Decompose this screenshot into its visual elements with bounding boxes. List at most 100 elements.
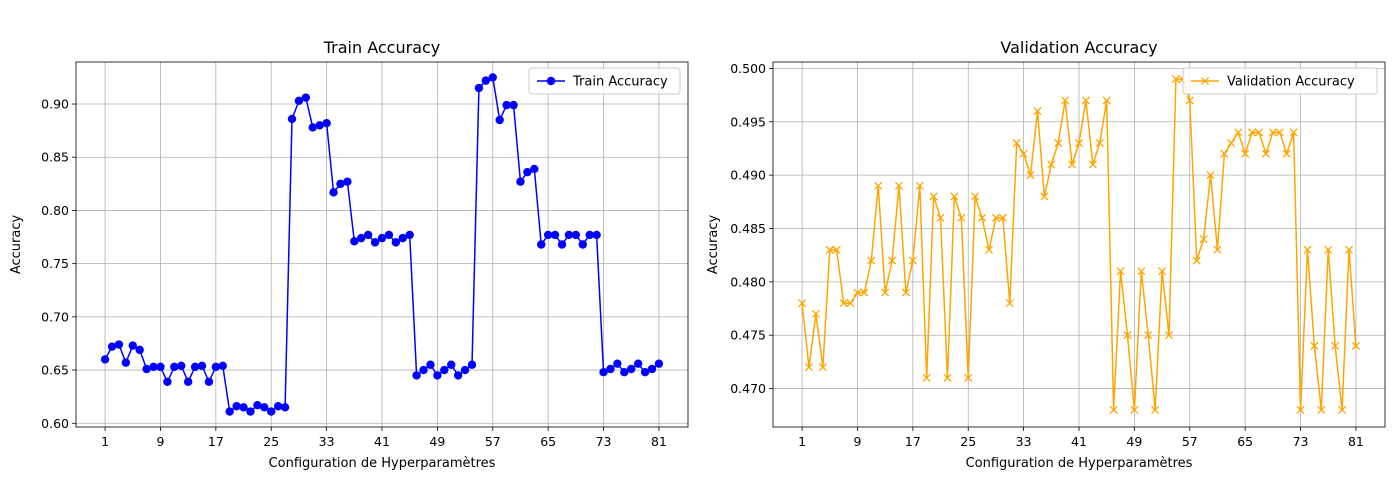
- train-data-point: [170, 362, 179, 372]
- val-data-point: [1268, 128, 1277, 137]
- val-legend-label: Validation Accuracy: [1227, 75, 1355, 90]
- val-ytick-label: 0.495: [730, 114, 766, 129]
- train-data-point: [633, 359, 643, 368]
- train-legend-label: Train Accuracy: [572, 75, 668, 90]
- val-data-point: [1254, 128, 1264, 137]
- val-xtick-label: 73: [1293, 434, 1309, 449]
- train-data-point: [481, 76, 491, 85]
- train-data-point: [627, 364, 636, 374]
- train-data-point: [183, 377, 193, 386]
- val-data-point: [1068, 160, 1077, 169]
- train-data-point: [460, 365, 470, 375]
- val-data-point: [1289, 128, 1298, 137]
- train-data-point: [537, 240, 546, 249]
- train-legend-marker: [546, 76, 556, 86]
- val-data-point: [957, 213, 966, 222]
- train-data-point: [156, 362, 165, 372]
- val-data-point: [846, 299, 855, 308]
- train-data-point: [128, 341, 137, 350]
- val-data-point: [811, 309, 820, 318]
- val-data-point: [915, 181, 924, 190]
- val-data-point: [1171, 75, 1180, 84]
- val-data-point: [1185, 96, 1194, 105]
- train-data-point: [177, 361, 186, 371]
- val-data-point: [1282, 149, 1291, 158]
- val-data-point: [943, 373, 952, 382]
- val-data-point: [901, 288, 910, 297]
- train-ytick-label: 0.90: [41, 97, 69, 112]
- val-data-point: [1088, 160, 1097, 169]
- train-data-point: [509, 100, 518, 110]
- train-data-point: [391, 238, 401, 247]
- val-xtick-label: 1: [798, 434, 806, 449]
- val-data-point: [894, 181, 904, 190]
- train-data-point: [613, 359, 622, 368]
- val-xtick-label: 17: [905, 434, 921, 449]
- train-xtick-label: 49: [429, 434, 445, 449]
- val-data-point: [1019, 149, 1028, 158]
- train-data-point: [232, 402, 241, 411]
- train-data-point: [197, 361, 207, 371]
- val-data-point: [929, 192, 938, 201]
- train-data-point: [433, 371, 442, 380]
- val-xtick-label: 25: [960, 434, 976, 449]
- val-data-point: [818, 363, 827, 372]
- val-data-point: [1275, 128, 1284, 137]
- train-data-point: [149, 362, 158, 372]
- val-data-point: [804, 363, 814, 372]
- val-data-point: [798, 299, 807, 308]
- val-xtick-label: 9: [853, 434, 861, 449]
- train-xtick-label: 81: [651, 434, 667, 449]
- train-data-point: [606, 364, 615, 374]
- train-data-point: [308, 123, 317, 132]
- train-data-point: [350, 237, 359, 246]
- train-data-point: [253, 400, 262, 410]
- val-data-point: [1102, 96, 1111, 105]
- val-legend-marker: [1200, 76, 1210, 86]
- train-data-point: [267, 407, 276, 416]
- train-y-axis-label: Accuracy: [9, 215, 24, 275]
- train-data-point: [564, 230, 574, 240]
- train-data-point: [163, 377, 172, 386]
- val-data-point: [1123, 331, 1132, 340]
- val-xtick-label: 49: [1126, 434, 1142, 449]
- train-data-point: [474, 83, 484, 93]
- val-xtick-label: 57: [1182, 434, 1198, 449]
- train-data-point: [329, 188, 338, 197]
- val-data-point: [1199, 235, 1208, 244]
- train-data-point: [273, 402, 283, 411]
- val-data-point: [1137, 267, 1146, 276]
- val-data-point: [1331, 341, 1340, 350]
- train-data-point: [654, 359, 664, 368]
- val-data-point: [1074, 139, 1084, 148]
- train-data-point: [343, 177, 352, 186]
- train-data-point: [599, 367, 608, 377]
- val-data-point: [825, 245, 834, 254]
- val-data-point: [984, 245, 994, 254]
- train-data-point: [440, 365, 449, 375]
- train-xtick-label: 33: [319, 434, 335, 449]
- val-data-point: [1005, 299, 1014, 308]
- val-data-point: [1081, 96, 1090, 105]
- train-ytick-label: 0.85: [41, 150, 69, 165]
- val-data-point: [1351, 341, 1360, 350]
- train-data-point: [578, 240, 587, 249]
- val-data-point: [1227, 139, 1236, 148]
- train-data-point: [419, 365, 428, 375]
- val-axes-frame: [772, 61, 1386, 428]
- train-xtick-label: 73: [596, 434, 612, 449]
- train-data-point: [516, 177, 525, 186]
- val-data-point: [964, 373, 973, 382]
- train-data-point: [377, 233, 387, 243]
- train-chart: 1 9 17 25 33 41 49 57 65 73 81 0.60 0.65 0.70 0.75 0.80…: [9, 38, 689, 471]
- train-data-point: [384, 230, 394, 240]
- train-data-point: [412, 371, 421, 380]
- train-ytick-label: 0.80: [41, 203, 69, 218]
- val-data-point: [1248, 128, 1257, 137]
- train-data-point: [100, 355, 110, 364]
- train-data-point: [557, 240, 567, 249]
- val-data-point: [1164, 331, 1174, 340]
- train-data-point: [363, 230, 373, 240]
- train-xtick-label: 57: [485, 434, 501, 449]
- val-data-point: [991, 213, 1000, 222]
